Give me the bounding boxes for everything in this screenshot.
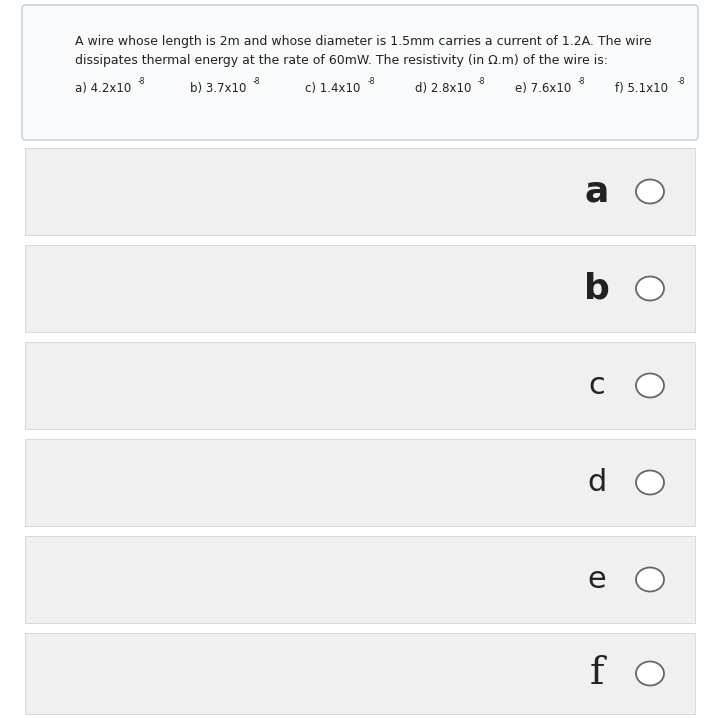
Text: c) 1.4x10: c) 1.4x10 — [305, 82, 361, 95]
Ellipse shape — [636, 374, 664, 397]
Text: d: d — [588, 468, 607, 497]
Text: a) 4.2x10: a) 4.2x10 — [75, 82, 131, 95]
Text: -8: -8 — [368, 77, 376, 86]
Text: -8: -8 — [478, 77, 485, 86]
Text: f) 5.1x10: f) 5.1x10 — [615, 82, 668, 95]
Text: b) 3.7x10: b) 3.7x10 — [190, 82, 246, 95]
Text: a: a — [585, 174, 609, 209]
Text: e: e — [588, 565, 606, 594]
Ellipse shape — [636, 567, 664, 592]
Text: -8: -8 — [678, 77, 685, 86]
Ellipse shape — [636, 662, 664, 685]
Text: -8: -8 — [253, 77, 261, 86]
Ellipse shape — [636, 179, 664, 204]
FancyBboxPatch shape — [25, 536, 695, 623]
Text: d) 2.8x10: d) 2.8x10 — [415, 82, 472, 95]
Ellipse shape — [636, 277, 664, 300]
Text: -8: -8 — [138, 77, 145, 86]
Ellipse shape — [636, 470, 664, 495]
Text: dissipates thermal energy at the rate of 60mW. The resistivity (in Ω.m) of the w: dissipates thermal energy at the rate of… — [75, 54, 608, 67]
FancyBboxPatch shape — [25, 439, 695, 526]
FancyBboxPatch shape — [25, 148, 695, 235]
FancyBboxPatch shape — [25, 633, 695, 714]
Text: -8: -8 — [578, 77, 585, 86]
FancyBboxPatch shape — [22, 5, 698, 140]
Text: b: b — [584, 272, 610, 305]
Text: A wire whose length is 2m and whose diameter is 1.5mm carries a current of 1.2A.: A wire whose length is 2m and whose diam… — [75, 35, 652, 48]
FancyBboxPatch shape — [25, 342, 695, 429]
FancyBboxPatch shape — [25, 245, 695, 332]
Text: f: f — [590, 655, 604, 692]
Text: c: c — [589, 371, 606, 400]
Text: e) 7.6x10: e) 7.6x10 — [515, 82, 571, 95]
